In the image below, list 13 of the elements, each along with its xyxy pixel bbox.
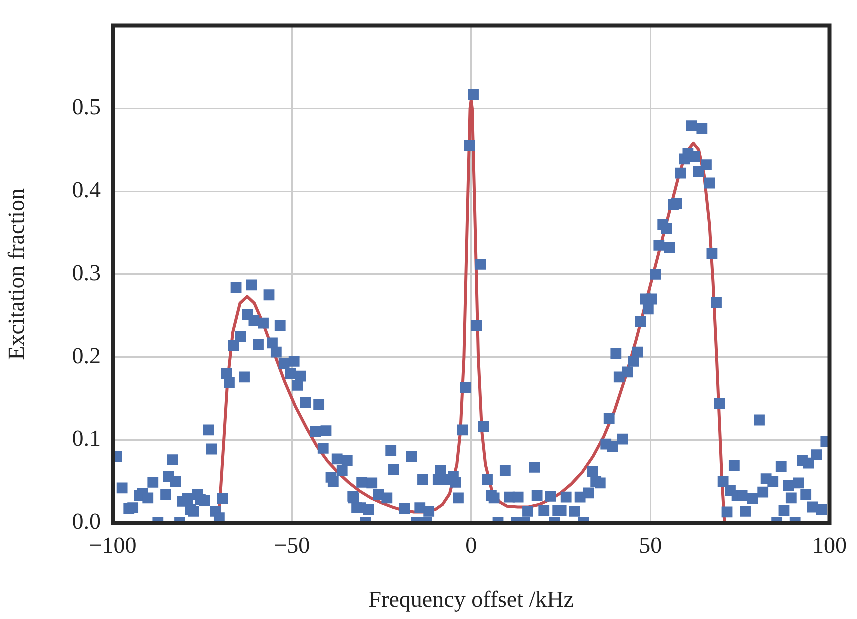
y-tick-label: 0.5 [72,94,101,120]
x-tick-label: 50 [639,532,662,558]
x-tick-label: −50 [274,532,310,558]
x-tick-label: −100 [89,532,137,558]
y-tick-label: 0.1 [72,426,101,452]
y-axis-title: Excitation fraction [4,188,29,360]
y-tick-label: 0.4 [72,178,102,203]
y-tick-label: 0.3 [72,260,101,286]
x-tick-label: 100 [812,532,847,558]
y-tick-label: 0.2 [72,343,101,368]
x-axis-title: Frequency offset /kHz [368,587,574,612]
x-tick-label: 0 [466,532,478,558]
y-tick-label: 0.0 [72,509,101,534]
